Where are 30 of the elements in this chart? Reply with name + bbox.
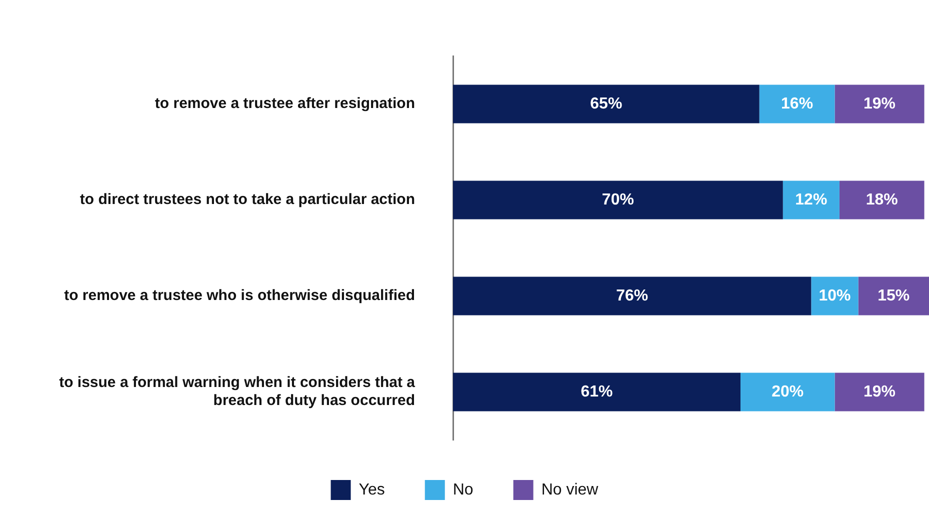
bar [782,180,840,220]
data-label: 16% [781,95,814,112]
data-label: 61% [580,383,613,400]
bar [839,180,924,220]
legend-label: No view [541,481,599,498]
data-label: 12% [795,191,828,208]
bar [834,84,924,124]
data-label: 20% [772,383,804,400]
bar [834,372,924,412]
bar [453,372,740,412]
data-label: 70% [602,191,634,208]
data-label: 65% [590,95,622,112]
data-label: 19% [864,383,896,400]
bar [453,180,783,220]
bar [453,84,760,124]
data-label: 10% [818,287,851,304]
y-tick-label: to remove a trustee after resignation [154,95,415,112]
bar [740,372,835,412]
legend-label: No [452,481,474,498]
y-tick-label: to direct trustees not to take a particular action [80,191,415,208]
data-label: 19% [864,95,896,112]
legend-label: Yes [358,481,385,498]
data-label: 76% [616,287,648,304]
data-label: 18% [866,191,898,208]
bar [858,276,929,316]
y-tick-label: to issue a formal warning when it considers that a breach of duty has occurred [59,374,416,410]
bar [759,84,835,124]
y-tick-label: to remove a trustee who is otherwise disqualified [64,287,415,304]
data-label: 15% [878,287,910,304]
bar [453,276,812,316]
